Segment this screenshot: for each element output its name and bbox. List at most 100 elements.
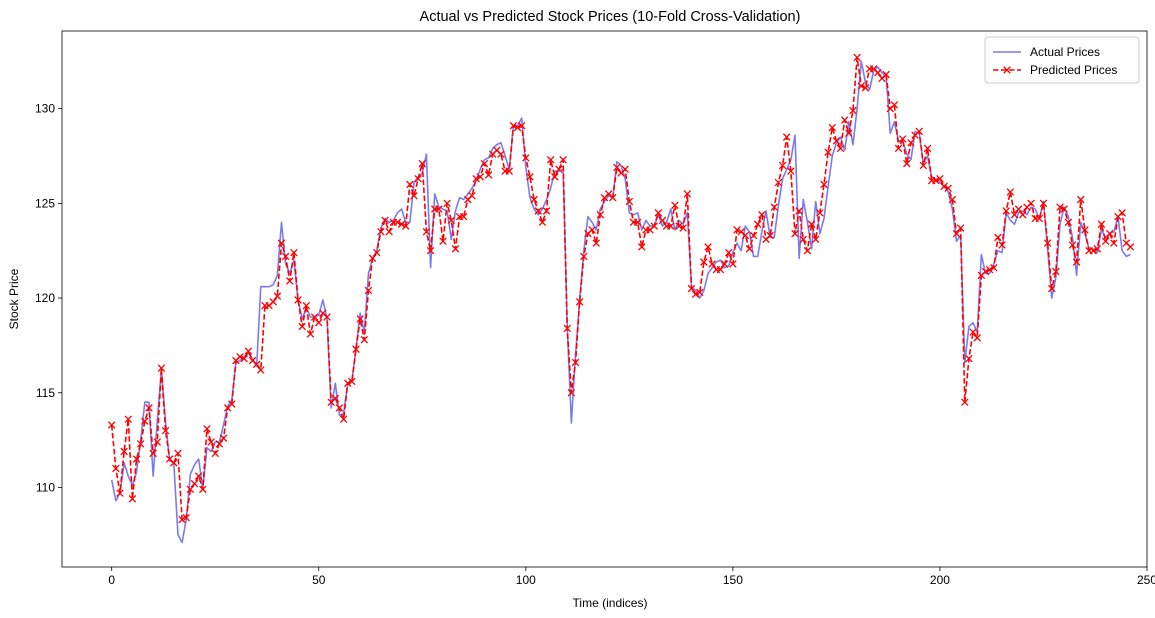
predicted-point-marker — [377, 228, 385, 236]
predicted-point-marker — [811, 235, 820, 244]
predicted-point-marker — [816, 209, 824, 217]
y-axis: 110 115 120 125 130 — [35, 102, 62, 494]
predicted-point-marker — [787, 167, 795, 175]
predicted-point-marker — [782, 133, 791, 141]
predicted-point-marker — [741, 231, 750, 240]
predicted-point-marker — [571, 358, 580, 367]
plot-area — [107, 53, 1135, 544]
predicted-point-marker — [244, 347, 253, 355]
predicted-point-marker — [534, 207, 542, 215]
predicted-point-marker — [1118, 209, 1126, 217]
predicted-point-marker — [807, 220, 816, 228]
x-tick-label: 0 — [108, 573, 115, 587]
predicted-point-marker — [414, 174, 422, 183]
predicted-point-marker — [654, 209, 663, 217]
predicted-point-marker — [774, 178, 783, 187]
predicted-point-marker — [505, 167, 514, 175]
predicted-point-marker — [853, 53, 861, 62]
chart-title: Actual vs Predicted Stock Prices (10-Fol… — [420, 9, 801, 25]
predicted-point-marker — [932, 176, 940, 185]
predicted-point-marker — [306, 330, 315, 338]
predicted-point-marker — [194, 472, 203, 480]
predicted-point-marker — [729, 260, 737, 268]
predicted-point-marker — [894, 144, 903, 153]
predicted-point-marker — [356, 315, 364, 323]
predicted-point-marker — [778, 161, 787, 170]
predicted-point-marker — [426, 246, 435, 255]
predicted-point-marker — [480, 159, 489, 168]
predicted-point-marker — [182, 513, 190, 522]
predicted-point-marker — [998, 241, 1006, 249]
predicted-point-marker — [124, 415, 133, 424]
predicted-point-marker — [1010, 210, 1019, 219]
x-axis-label: Time (indices) — [573, 596, 648, 610]
predicted-point-marker — [667, 222, 675, 230]
predicted-point-marker — [447, 216, 456, 225]
predicted-point-marker — [368, 254, 377, 263]
predicted-point-marker — [956, 224, 965, 232]
predicted-point-marker — [1052, 267, 1060, 276]
predicted-point-marker — [360, 335, 369, 344]
predicted-point-marker — [157, 364, 166, 372]
predicted-point-marker — [132, 455, 141, 463]
predicted-point-marker — [1110, 239, 1118, 247]
predicted-point-marker — [820, 180, 828, 189]
predicted-point-marker — [969, 328, 977, 336]
predicted-point-marker — [915, 127, 923, 136]
legend-label-actual: Actual Prices — [1030, 45, 1100, 59]
predicted-point-marker — [323, 313, 331, 321]
predicted-point-marker — [190, 479, 199, 488]
predicted-point-marker — [273, 292, 282, 300]
predicted-point-marker — [435, 205, 443, 213]
predicted-point-marker — [211, 449, 219, 458]
predicted-point-marker — [923, 144, 932, 153]
predicted-point-marker — [538, 218, 547, 227]
predicted-point-marker — [745, 245, 754, 253]
y-tick-label: 125 — [35, 196, 55, 210]
predicted-point-marker — [343, 379, 352, 388]
predicted-point-marker — [236, 353, 244, 361]
predicted-point-marker — [907, 138, 915, 147]
predicted-point-marker — [609, 193, 617, 202]
predicted-point-marker — [857, 82, 866, 90]
predicted-point-marker — [704, 243, 712, 251]
predicted-point-marker — [985, 265, 994, 274]
predicted-point-marker — [563, 324, 571, 333]
x-tick-label: 200 — [930, 573, 950, 587]
predicted-point-marker — [513, 123, 522, 132]
predicted-point-marker — [1076, 195, 1085, 204]
predicted-point-marker — [476, 173, 485, 181]
predicted-point-marker — [207, 438, 215, 446]
predicted-point-marker — [472, 174, 480, 183]
legend: Actual Prices Predicted Prices — [984, 36, 1140, 84]
predicted-point-marker — [120, 447, 128, 456]
predicted-point-marker — [708, 260, 716, 268]
predicted-point-marker — [803, 246, 812, 255]
predicted-point-marker — [1002, 207, 1010, 215]
predicted-point-marker — [596, 210, 605, 219]
predicted-point-marker — [459, 212, 468, 221]
predicted-point-marker — [1089, 246, 1097, 255]
predicted-point-marker — [335, 404, 344, 412]
predicted-point-marker — [961, 398, 969, 406]
y-tick-label: 130 — [35, 102, 55, 116]
predicted-point-marker — [269, 298, 277, 306]
predicted-point-marker — [286, 277, 294, 285]
predicted-point-marker — [683, 190, 692, 198]
predicted-point-marker — [443, 199, 451, 208]
predicted-point-marker — [919, 161, 928, 170]
predicted-point-marker — [228, 400, 236, 408]
predicted-point-marker — [1014, 205, 1023, 213]
predicted-point-marker — [770, 203, 779, 211]
y-axis-label: Stock Price — [7, 268, 21, 329]
legend-label-predicted: Predicted Prices — [1030, 63, 1117, 77]
predicted-point-marker — [679, 224, 687, 232]
predicted-point-marker — [836, 144, 845, 153]
predicted-point-marker — [845, 129, 853, 138]
predicted-point-marker — [638, 243, 646, 251]
predicted-point-marker — [257, 366, 265, 374]
predicted-point-marker — [203, 424, 211, 433]
predicted-point-marker — [1105, 229, 1114, 238]
predicted-point-marker — [128, 495, 137, 503]
